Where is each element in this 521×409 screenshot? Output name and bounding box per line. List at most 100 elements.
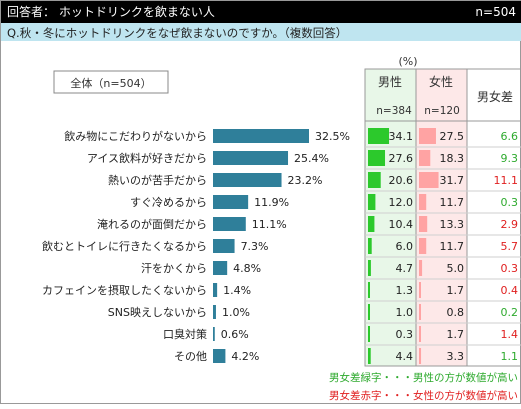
bar (213, 283, 218, 297)
female-cell-bar (419, 194, 427, 210)
male-cell-bar (368, 304, 370, 320)
diff-value: 5.7 (501, 240, 519, 253)
male-cell-bar (368, 282, 370, 298)
diff-value: 6.6 (501, 130, 519, 143)
male-value: 34.1 (389, 130, 414, 143)
diff-value: 2.9 (501, 218, 519, 231)
male-value: 10.4 (389, 218, 414, 231)
male-value: 20.6 (389, 174, 414, 187)
female-value: 1.7 (447, 284, 465, 297)
diff-value: 1.1 (501, 350, 519, 363)
respondents-label: 回答者： ホットドリンクを飲まない人 (7, 4, 215, 19)
male-cell-bar (368, 172, 381, 188)
female-cell-bar (419, 172, 439, 188)
diff-value: 0.3 (501, 196, 519, 209)
male-value: 6.0 (396, 240, 414, 253)
diff-value: 0.4 (501, 284, 519, 297)
female-value: 0.8 (447, 306, 465, 319)
female-cell-bar (419, 326, 421, 342)
category-label: アイス飲料が好きだから (87, 151, 207, 165)
diff-value: 11.1 (494, 174, 519, 187)
legend-red-note: 男女差赤字・・・女性の方が数値が高い (329, 389, 518, 402)
male-cell-bar (368, 326, 370, 342)
total-n-label: n=504 (475, 5, 516, 19)
female-value: 11.7 (440, 240, 465, 253)
bar (213, 327, 215, 341)
bar (213, 239, 235, 253)
female-cell-bar (419, 260, 423, 276)
bar-value-label: 4.8% (233, 262, 261, 275)
bar (213, 261, 228, 275)
male-n-header: n=384 (376, 105, 412, 117)
female-cell-bar (419, 282, 421, 298)
chart-marks: 飲み物にこだわりがないから 32.5% 34.1 27.5 6.6 アイス飲料が好きだから… (42, 128, 521, 364)
male-value: 4.4 (396, 350, 414, 363)
bar-value-label: 11.9% (254, 196, 289, 209)
bar (213, 305, 216, 319)
bar-value-label: 32.5% (315, 130, 350, 143)
category-label: 熱いのが苦手だから (108, 173, 207, 187)
bar-value-label: 25.4% (294, 152, 329, 165)
diff-value: 9.3 (501, 152, 519, 165)
female-value: 3.3 (447, 350, 465, 363)
question-text: Q.秋・冬にホットドリンクをなぜ飲まないのですか。（複数回答） (7, 26, 347, 40)
bar-value-label: 7.3% (241, 240, 269, 253)
female-cell-bar (419, 304, 421, 320)
bar-value-label: 1.4% (223, 284, 251, 297)
bar (213, 173, 282, 187)
male-value: 12.0 (389, 196, 414, 209)
category-label: カフェインを摂取したくないから (42, 283, 207, 297)
bar-value-label: 23.2% (288, 174, 323, 187)
diff-header: 男女差 (477, 89, 513, 104)
percent-unit: (%) (398, 55, 417, 68)
category-label: SNS映えしないから (108, 306, 207, 319)
male-cell-bar (368, 194, 376, 210)
bar (213, 151, 289, 165)
female-value: 1.7 (447, 328, 465, 341)
category-label: すぐ冷めるから (130, 196, 207, 209)
diff-value: 0.2 (501, 306, 519, 319)
bar (213, 195, 249, 209)
male-cell-bar (368, 128, 390, 144)
category-label: 汗をかくから (141, 262, 207, 275)
female-cell-bar (419, 238, 427, 254)
male-value: 0.3 (396, 328, 414, 341)
male-cell-bar (368, 150, 386, 166)
female-value: 13.3 (440, 218, 465, 231)
female-value: 5.0 (447, 262, 465, 275)
female-value: 31.7 (440, 174, 465, 187)
bar-value-label: 1.0% (222, 306, 250, 319)
female-cell-bar (419, 348, 422, 364)
female-value: 11.7 (440, 196, 465, 209)
male-value: 27.6 (389, 152, 414, 165)
female-n-header: n=120 (424, 105, 460, 117)
male-cell-bar (368, 348, 371, 364)
diff-value: 0.3 (501, 262, 519, 275)
diff-value: 1.4 (501, 328, 519, 341)
bar (213, 217, 246, 231)
bar (213, 349, 226, 363)
female-cell-bar (419, 128, 436, 144)
legend-green-note: 男女差緑字・・・男性の方が数値が高い (329, 371, 518, 384)
category-label: 口臭対策 (163, 327, 207, 341)
overall-label: 全体（n=504） (70, 76, 151, 90)
male-header: 男性 (378, 75, 402, 89)
female-value: 27.5 (440, 130, 465, 143)
female-header: 女性 (429, 74, 453, 89)
male-cell-bar (368, 216, 375, 232)
female-cell-bar (419, 216, 428, 232)
male-value: 1.3 (396, 284, 414, 297)
category-label: 飲み物にこだわりがないから (64, 129, 207, 143)
male-value: 1.0 (396, 306, 414, 319)
bar-value-label: 11.1% (252, 218, 287, 231)
male-cell-bar (368, 238, 372, 254)
category-label: 淹れるのが面倒だから (97, 217, 207, 231)
category-label: その他 (174, 350, 207, 363)
bar (213, 129, 309, 143)
male-cell-bar (368, 260, 371, 276)
bar-value-label: 4.2% (231, 350, 259, 363)
female-value: 18.3 (440, 152, 465, 165)
bar-value-label: 0.6% (221, 328, 249, 341)
